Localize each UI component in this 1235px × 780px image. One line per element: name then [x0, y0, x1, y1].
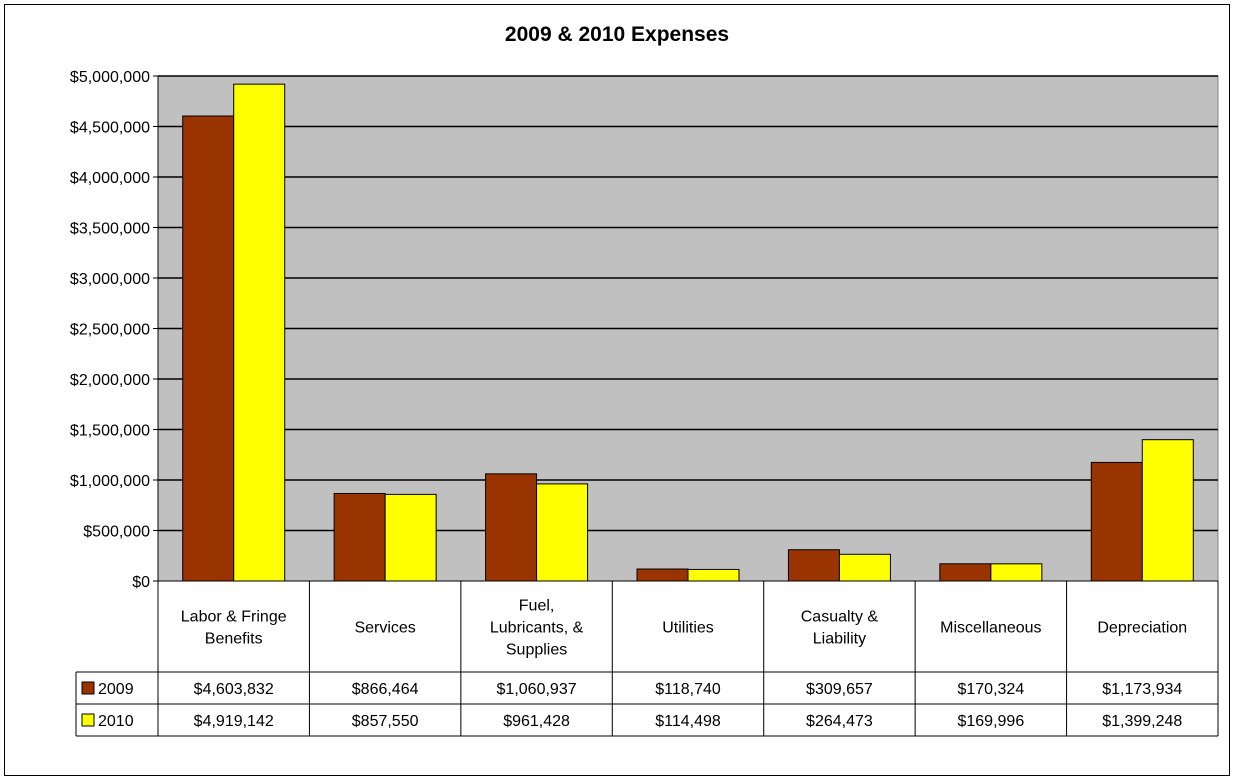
table-value: $4,603,832: [194, 681, 274, 698]
table-value: $866,464: [352, 681, 419, 698]
bar: [233, 83, 286, 582]
y-tick-label: $1,000,000: [70, 473, 150, 490]
y-tick-label: $3,000,000: [70, 271, 150, 288]
category-label: Depreciation: [1097, 620, 1187, 637]
legend-label: 2009: [98, 681, 134, 698]
table-value: $857,550: [352, 713, 419, 730]
bar: [687, 568, 740, 582]
table-value: $264,473: [806, 713, 873, 730]
chart-title: 2009 & 2010 Expenses: [504, 23, 730, 46]
category-label: Miscellaneous: [940, 620, 1041, 637]
y-tick-label: $2,500,000: [70, 322, 150, 339]
bar: [787, 549, 840, 582]
category-label: Lubricants, &: [490, 620, 584, 637]
bar: [485, 473, 538, 582]
y-tick-label: $1,500,000: [70, 423, 150, 440]
y-tick-label: $4,500,000: [70, 120, 150, 137]
category-label: Supplies: [506, 642, 567, 659]
table-value: $961,428: [503, 713, 570, 730]
table-value: $1,399,248: [1102, 713, 1182, 730]
category-label: Labor & Fringe: [181, 609, 287, 626]
y-tick-label: $0: [132, 574, 150, 591]
table-value: $170,324: [957, 681, 1024, 698]
table-value: $169,996: [957, 713, 1024, 730]
category-label: Services: [354, 620, 415, 637]
legend-swatch: [81, 713, 95, 727]
bar: [1090, 461, 1143, 582]
bar: [939, 563, 992, 582]
table-value: $4,919,142: [194, 713, 274, 730]
bar: [838, 553, 891, 582]
legend-label: 2010: [98, 713, 134, 730]
category-label: Fuel,: [519, 598, 555, 615]
legend-swatch: [81, 681, 95, 695]
bar: [536, 483, 589, 582]
table-value: $309,657: [806, 681, 873, 698]
table-value: $118,740: [655, 681, 721, 698]
table-value: $1,173,934: [1102, 681, 1182, 698]
y-tick-label: $3,500,000: [70, 221, 150, 238]
category-label: Utilities: [662, 620, 714, 637]
category-label: Benefits: [205, 631, 263, 648]
table-value: $1,060,937: [497, 681, 577, 698]
category-label: Casualty &: [801, 609, 879, 626]
y-tick-label: $4,000,000: [70, 170, 150, 187]
bar: [182, 115, 235, 582]
bar: [333, 492, 386, 582]
bar: [990, 563, 1043, 582]
y-tick-label: $2,000,000: [70, 372, 150, 389]
bar: [636, 568, 689, 582]
y-tick-label: $500,000: [83, 524, 150, 541]
category-label: Liability: [813, 631, 866, 648]
bar: [384, 493, 437, 582]
bar: [1141, 439, 1194, 582]
table-value: $114,498: [655, 713, 721, 730]
y-tick-label: $5,000,000: [70, 69, 150, 86]
